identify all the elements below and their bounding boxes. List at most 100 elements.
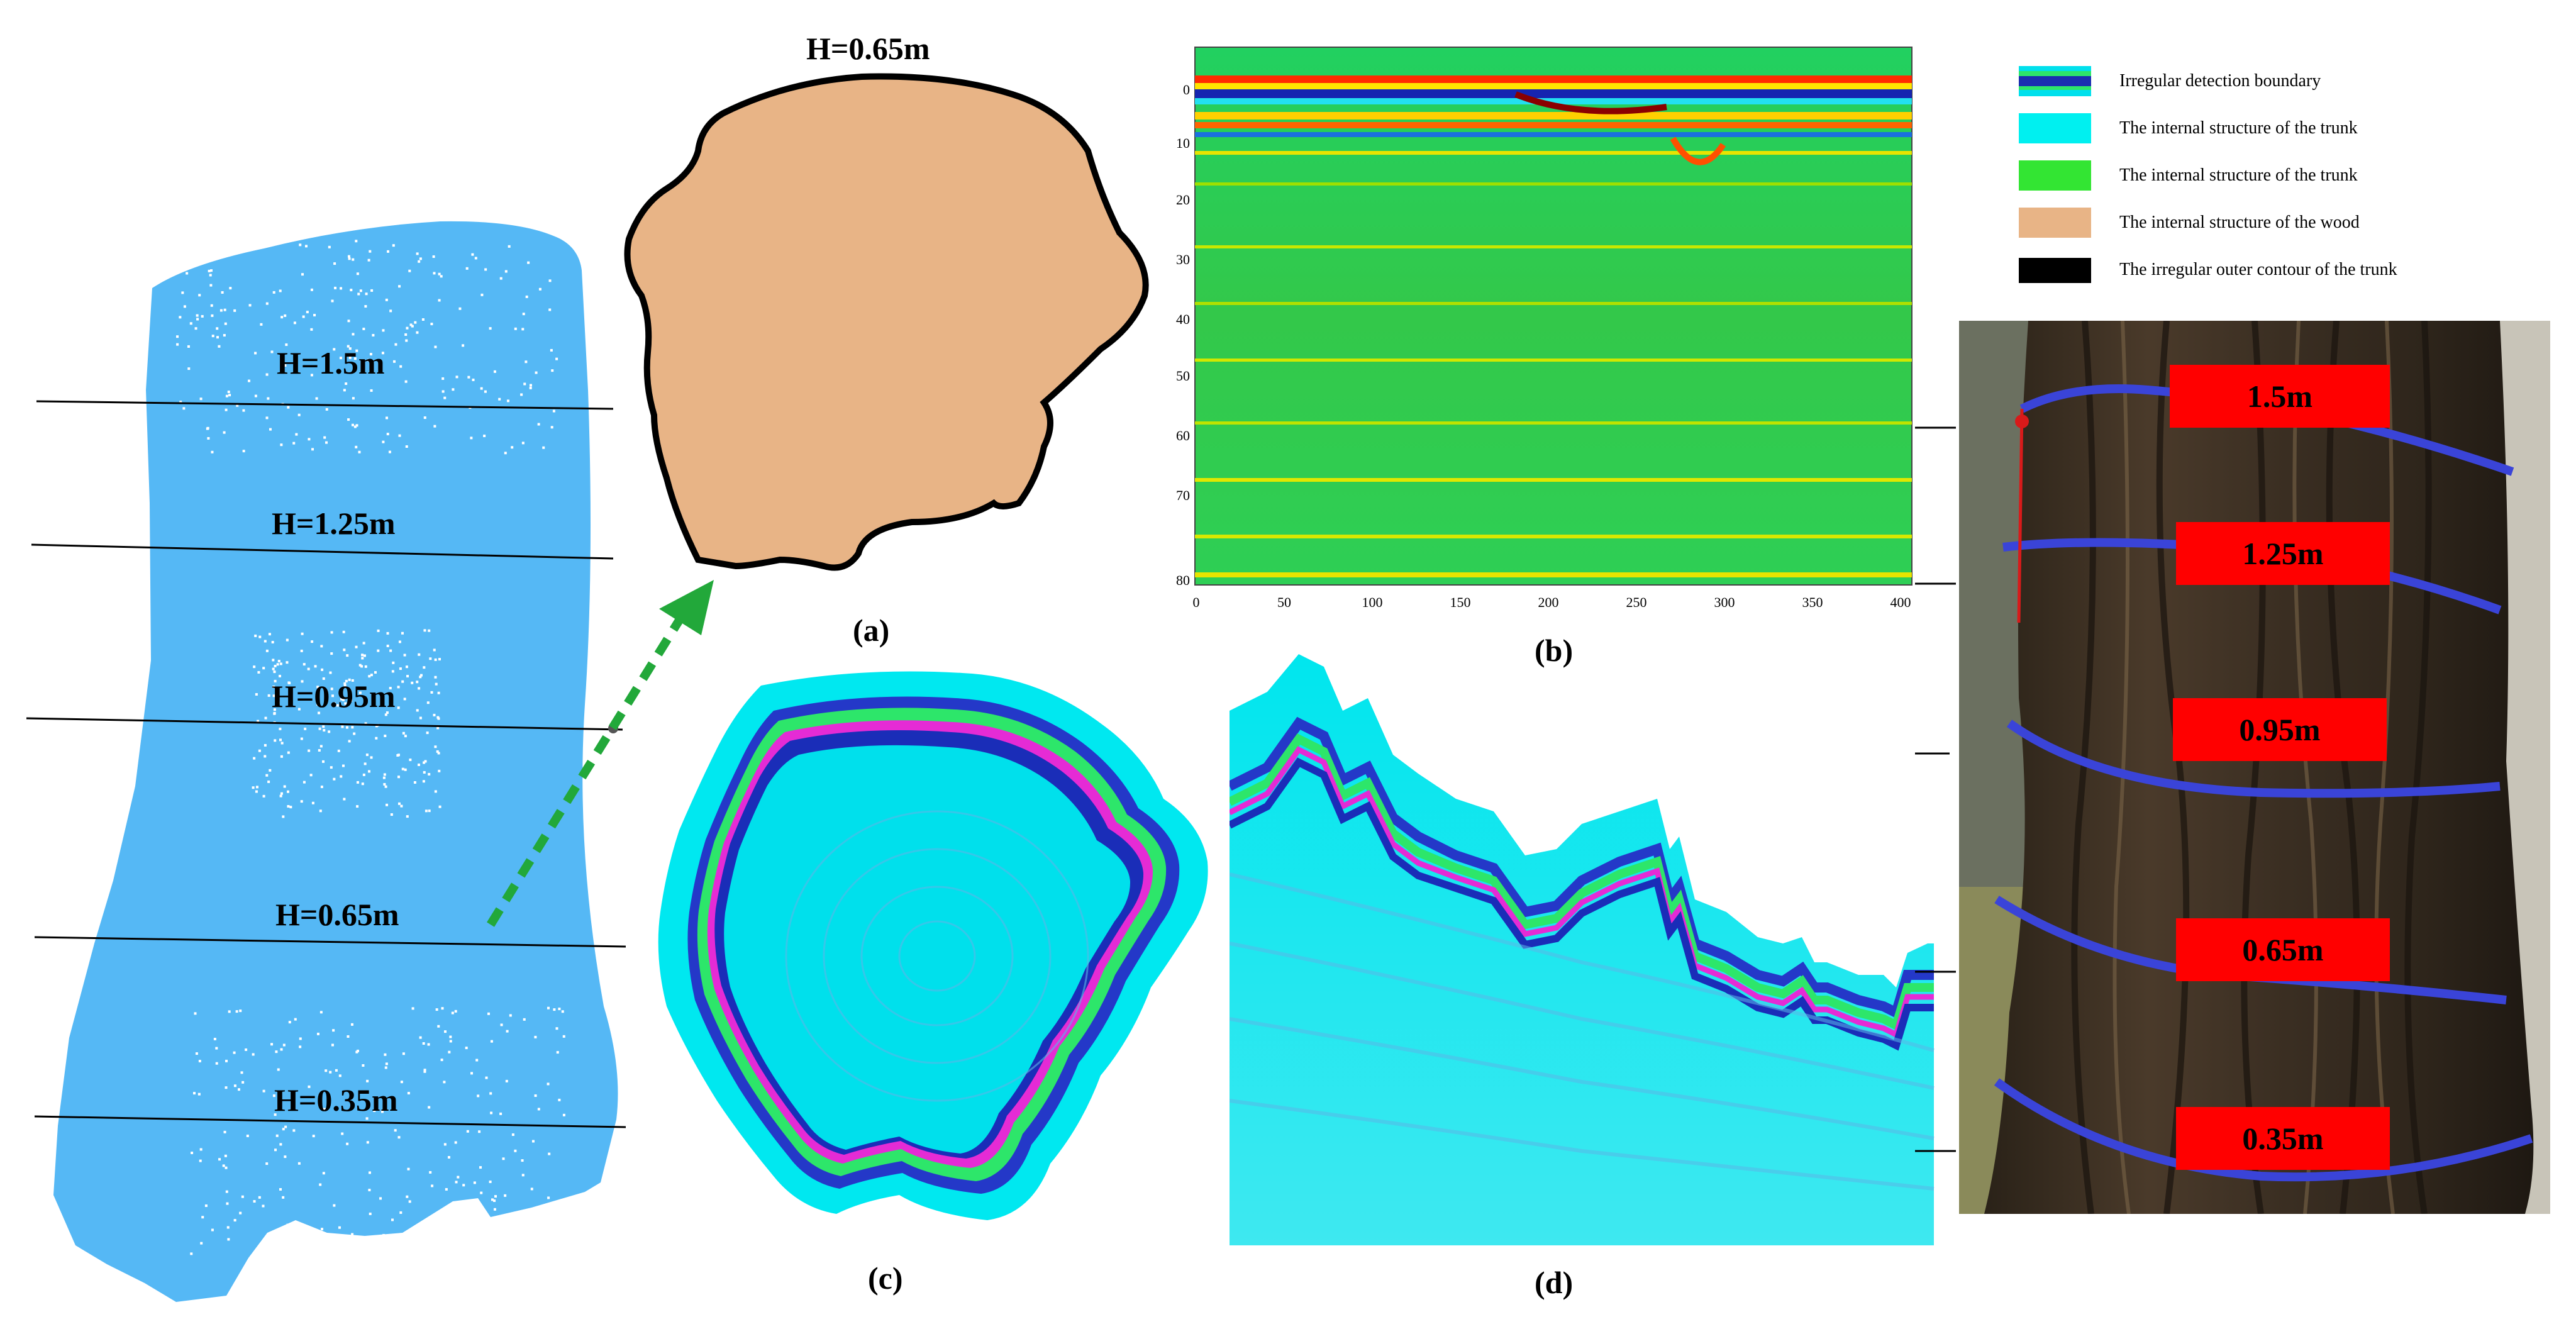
point-speckle: [358, 691, 362, 694]
point-speckle: [351, 1233, 354, 1236]
point-speckle: [413, 781, 416, 784]
point-speckle: [518, 1213, 521, 1216]
point-speckle: [548, 1227, 552, 1230]
point-speckle: [194, 327, 197, 330]
point-speckle: [272, 659, 275, 662]
point-speckle: [470, 1072, 474, 1075]
point-speckle: [198, 1060, 201, 1063]
point-speckle: [323, 1108, 326, 1111]
point-speckle: [509, 1014, 512, 1017]
point-speckle: [435, 682, 438, 686]
point-speckle: [434, 745, 437, 748]
point-speckle: [267, 780, 270, 783]
point-speckle: [299, 1045, 302, 1048]
point-speckle: [465, 1047, 468, 1050]
point-speckle: [255, 692, 258, 696]
y-tick: 10: [1176, 135, 1190, 151]
point-speckle: [365, 1117, 369, 1120]
point-speckle: [493, 1208, 496, 1211]
point-speckle: [294, 1018, 297, 1021]
point-speckle: [394, 1129, 397, 1132]
point-speckle: [292, 1129, 296, 1132]
point-speckle: [310, 288, 313, 291]
point-speckle: [280, 792, 283, 795]
point-speckle: [223, 431, 226, 434]
point-speckle: [506, 399, 509, 403]
panel-c-tomogram: [658, 671, 1208, 1220]
point-speckle: [386, 803, 389, 806]
point-speckle: [365, 292, 368, 296]
point-speckle: [347, 418, 350, 421]
point-speckle: [537, 423, 540, 426]
point-speckle: [221, 291, 224, 294]
point-speckle: [331, 694, 334, 698]
height-label-1-5: H=1.5m: [277, 345, 385, 381]
point-speckle: [337, 749, 340, 752]
point-speckle: [334, 286, 337, 289]
point-speckle: [239, 1211, 242, 1215]
point-speckle: [454, 1009, 457, 1013]
point-speckle: [348, 678, 351, 681]
legend-label: Irregular detection boundary: [2119, 71, 2321, 91]
point-speckle: [201, 1216, 204, 1219]
point-speckle: [368, 1189, 371, 1192]
point-speckle: [430, 691, 433, 694]
point-speckle: [434, 790, 437, 793]
point-speckle: [262, 667, 265, 670]
point-speckle: [303, 781, 306, 784]
point-speckle: [208, 269, 211, 272]
legend-swatch-wood: [2019, 208, 2091, 238]
point-speckle: [405, 665, 408, 669]
point-speckle: [382, 329, 385, 332]
point-speckle: [187, 345, 190, 348]
point-speckle: [253, 757, 256, 760]
point-speckle: [557, 1254, 560, 1257]
point-speckle: [282, 1196, 285, 1199]
point-speckle: [325, 1069, 328, 1072]
point-speckle: [380, 1110, 384, 1113]
point-speckle: [279, 1245, 282, 1248]
point-speckle: [264, 755, 267, 758]
point-speckle: [264, 640, 267, 643]
legend: Irregular detection boundary The interna…: [2019, 60, 2522, 292]
point-speckle: [399, 365, 402, 368]
point-speckle: [416, 252, 419, 255]
point-speckle: [355, 424, 358, 427]
point-speckle: [429, 1249, 432, 1252]
point-speckle: [276, 663, 279, 666]
point-speckle: [458, 307, 462, 310]
point-speckle: [419, 257, 422, 260]
point-speckle: [438, 299, 441, 302]
point-speckle: [416, 709, 419, 712]
point-speckle: [319, 809, 322, 813]
point-speckle: [367, 259, 370, 262]
point-speckle: [499, 1112, 502, 1115]
point-speckle: [438, 658, 441, 661]
point-speckle: [504, 1194, 507, 1197]
point-speckle: [409, 759, 412, 762]
point-speckle: [335, 1069, 338, 1072]
point-speckle: [404, 768, 407, 771]
point-speckle: [257, 720, 260, 723]
point-speckle: [279, 738, 282, 742]
point-speckle: [300, 800, 303, 803]
point-speckle: [411, 1007, 414, 1010]
point-speckle: [274, 1113, 277, 1116]
point-speckle: [438, 272, 441, 275]
point-speckle: [535, 371, 538, 374]
point-speckle: [551, 369, 554, 372]
point-speckle: [418, 763, 421, 766]
point-speckle: [353, 732, 356, 735]
point-speckle: [366, 1141, 369, 1144]
point-speckle: [384, 734, 387, 737]
point-speckle: [407, 1167, 410, 1171]
point-speckle: [329, 1070, 332, 1074]
legend-item-outer-contour: The irregular outer contour of the trunk: [2019, 255, 2522, 286]
point-speckle: [306, 1238, 309, 1242]
point-speckle: [419, 674, 423, 677]
point-speckle: [303, 663, 306, 666]
point-speckle: [299, 1257, 303, 1260]
point-speckle: [383, 782, 386, 786]
point-speckle: [287, 751, 290, 754]
point-speckle: [457, 1225, 460, 1228]
